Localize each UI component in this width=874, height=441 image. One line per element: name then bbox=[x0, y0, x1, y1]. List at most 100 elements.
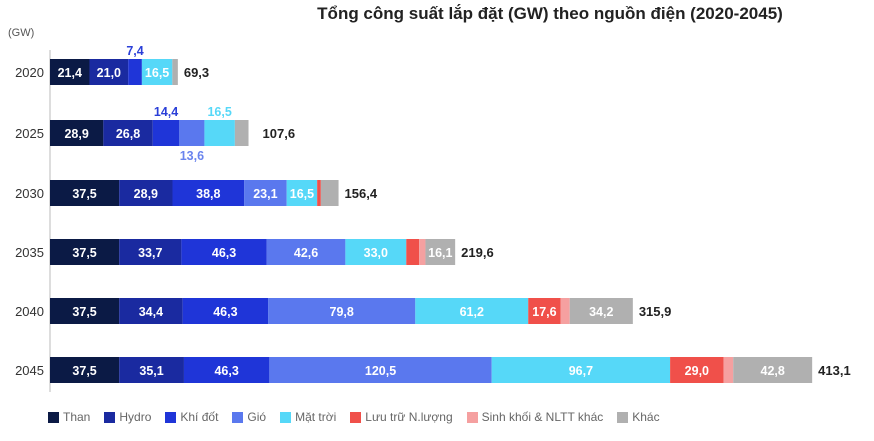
data-label: 21,4 bbox=[58, 66, 82, 80]
legend-item: Sinh khối & NLTT khác bbox=[466, 410, 604, 424]
data-label: 16,1 bbox=[428, 246, 452, 260]
bar-segment bbox=[733, 357, 813, 383]
bar-segment bbox=[528, 298, 561, 324]
bar-segment bbox=[491, 357, 671, 383]
bar-segment bbox=[419, 239, 426, 265]
bar-segment bbox=[425, 239, 456, 265]
bar-segment bbox=[179, 120, 205, 146]
data-label: 14,4 bbox=[154, 105, 178, 119]
data-label: 21,0 bbox=[97, 66, 121, 80]
legend-label: Gió bbox=[247, 410, 267, 424]
data-label: 79,8 bbox=[330, 305, 354, 319]
bar-segment bbox=[269, 357, 492, 383]
bar-segment bbox=[569, 298, 633, 324]
bar-segment bbox=[234, 120, 249, 146]
legend-swatch bbox=[48, 411, 59, 423]
legend-swatch bbox=[165, 411, 177, 423]
total-label: 107,6 bbox=[263, 126, 296, 141]
legend-label: Sinh khối & NLTT khác bbox=[481, 410, 604, 424]
year-tick-label: 2030 bbox=[15, 186, 44, 201]
legend-label: Than bbox=[63, 410, 91, 424]
data-label: 28,9 bbox=[134, 187, 158, 201]
bar-segment bbox=[50, 298, 120, 324]
total-label: 315,9 bbox=[639, 304, 672, 319]
legend-item: Khí đốt bbox=[165, 410, 218, 424]
total-label: 219,6 bbox=[461, 245, 494, 260]
total-label: 413,1 bbox=[818, 363, 851, 378]
bar-segment bbox=[50, 357, 120, 383]
bar-segment bbox=[317, 180, 321, 206]
bar-segment bbox=[183, 357, 270, 383]
legend-label: Khác bbox=[632, 410, 660, 424]
year-tick-label: 2025 bbox=[15, 126, 44, 141]
bar-segment bbox=[50, 239, 120, 265]
data-label: 37,5 bbox=[72, 187, 96, 201]
bar-segment bbox=[268, 298, 416, 324]
year-tick-label: 2035 bbox=[15, 245, 44, 260]
legend-swatch bbox=[617, 411, 629, 423]
bar-segment bbox=[119, 298, 183, 324]
bar-segment bbox=[152, 120, 180, 146]
bar-segment bbox=[244, 180, 287, 206]
data-label: 26,8 bbox=[116, 127, 140, 141]
data-label: 42,8 bbox=[761, 364, 785, 378]
data-label: 46,3 bbox=[214, 364, 238, 378]
legend-swatch bbox=[280, 411, 292, 423]
data-label: 33,0 bbox=[364, 246, 388, 260]
legend-item: Khác bbox=[617, 410, 660, 424]
data-label: 37,5 bbox=[72, 364, 96, 378]
legend-item: Hydro bbox=[104, 410, 151, 424]
bar-segment bbox=[723, 357, 734, 383]
chart-title: Tổng công suất lắp đặt (GW) theo nguồn đ… bbox=[317, 4, 783, 23]
legend-item: Gió bbox=[232, 410, 266, 424]
bar-segment bbox=[119, 239, 182, 265]
legend: Than Hydro Khí đốt Gió Mặt trời Lưu trữ N.lượ… bbox=[48, 410, 674, 424]
bar-segment bbox=[50, 180, 120, 206]
bar-segment bbox=[266, 239, 346, 265]
year-tick-label: 2045 bbox=[15, 363, 44, 378]
data-label: 33,7 bbox=[138, 246, 162, 260]
unit-label: (GW) bbox=[8, 27, 35, 39]
bar-segment bbox=[286, 180, 318, 206]
data-label: 38,8 bbox=[196, 187, 220, 201]
bar-segment bbox=[204, 120, 235, 146]
legend-label: Mặt trời bbox=[295, 410, 337, 424]
data-label: 37,5 bbox=[72, 246, 96, 260]
year-tick-label: 2020 bbox=[15, 65, 44, 80]
legend-swatch bbox=[466, 411, 478, 423]
legend-label: Hydro bbox=[119, 410, 152, 424]
data-label: 7,4 bbox=[126, 44, 143, 58]
data-label: 16,5 bbox=[207, 105, 231, 119]
bar-segment bbox=[670, 357, 724, 383]
bar-segment bbox=[181, 239, 267, 265]
bar-segment bbox=[172, 180, 245, 206]
data-label: 46,3 bbox=[213, 305, 237, 319]
data-label: 29,0 bbox=[685, 364, 709, 378]
bar-segment bbox=[119, 357, 184, 383]
total-label: 156,4 bbox=[345, 186, 378, 201]
data-label: 28,9 bbox=[64, 127, 88, 141]
bar-segment bbox=[103, 120, 153, 146]
data-label: 16,5 bbox=[290, 187, 314, 201]
legend-swatch bbox=[350, 411, 362, 423]
data-label: 61,2 bbox=[460, 305, 484, 319]
bar-segment bbox=[128, 59, 142, 85]
bar-segment bbox=[560, 298, 570, 324]
data-label: 34,4 bbox=[139, 305, 163, 319]
legend-swatch bbox=[104, 411, 116, 423]
bar-segment bbox=[406, 239, 420, 265]
data-label: 46,3 bbox=[212, 246, 236, 260]
bar-segment bbox=[320, 180, 339, 206]
total-label: 69,3 bbox=[184, 65, 209, 80]
data-label: 17,6 bbox=[532, 305, 556, 319]
legend-item: Mặt trời bbox=[280, 410, 336, 424]
legend-item: Lưu trữ N.lượng bbox=[350, 410, 453, 424]
bar-segment bbox=[89, 59, 129, 85]
data-label: 42,6 bbox=[294, 246, 318, 260]
bar-segment bbox=[141, 59, 173, 85]
data-label: 16,5 bbox=[145, 66, 169, 80]
bar-segment bbox=[50, 120, 104, 146]
bar-segment bbox=[50, 59, 90, 85]
